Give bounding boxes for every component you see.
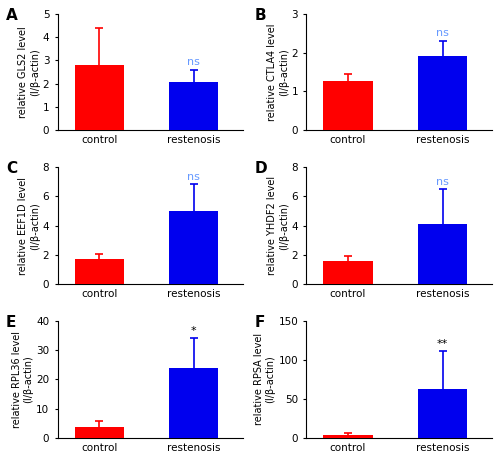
Bar (74, 427, 124, 438)
Text: **: ** (437, 339, 448, 349)
Bar (169, 82, 218, 130)
Text: C: C (6, 161, 17, 177)
Bar (74, 65, 124, 130)
Bar (418, 56, 467, 130)
Y-axis label: relative RPSA level
(I/β-actin): relative RPSA level (I/β-actin) (254, 333, 276, 426)
Y-axis label: relative CTLA4 level
(I/β-actin): relative CTLA4 level (I/β-actin) (267, 23, 288, 121)
Text: E: E (6, 315, 16, 330)
Text: A: A (6, 8, 18, 23)
Bar (169, 211, 218, 284)
Text: D: D (254, 161, 267, 177)
Bar (418, 224, 467, 284)
Bar (324, 261, 372, 284)
Bar (418, 389, 467, 438)
Text: B: B (254, 8, 266, 23)
Y-axis label: relative GLS2 level
(I/β-actin): relative GLS2 level (I/β-actin) (18, 26, 40, 118)
Y-axis label: relative EEF1D level
(I/β-actin): relative EEF1D level (I/β-actin) (18, 177, 40, 275)
Y-axis label: relative RPL36 level
(I/β-actin): relative RPL36 level (I/β-actin) (12, 331, 34, 428)
Bar (324, 81, 372, 130)
Text: *: * (191, 326, 196, 336)
Text: F: F (254, 315, 265, 330)
Bar (169, 368, 218, 438)
Bar (324, 435, 372, 438)
Text: ns: ns (188, 57, 200, 67)
Text: ns: ns (436, 29, 449, 39)
Y-axis label: relative YHDF2 level
(I/β-actin): relative YHDF2 level (I/β-actin) (267, 176, 288, 275)
Text: ns: ns (436, 177, 449, 187)
Text: ns: ns (188, 171, 200, 182)
Bar (74, 259, 124, 284)
